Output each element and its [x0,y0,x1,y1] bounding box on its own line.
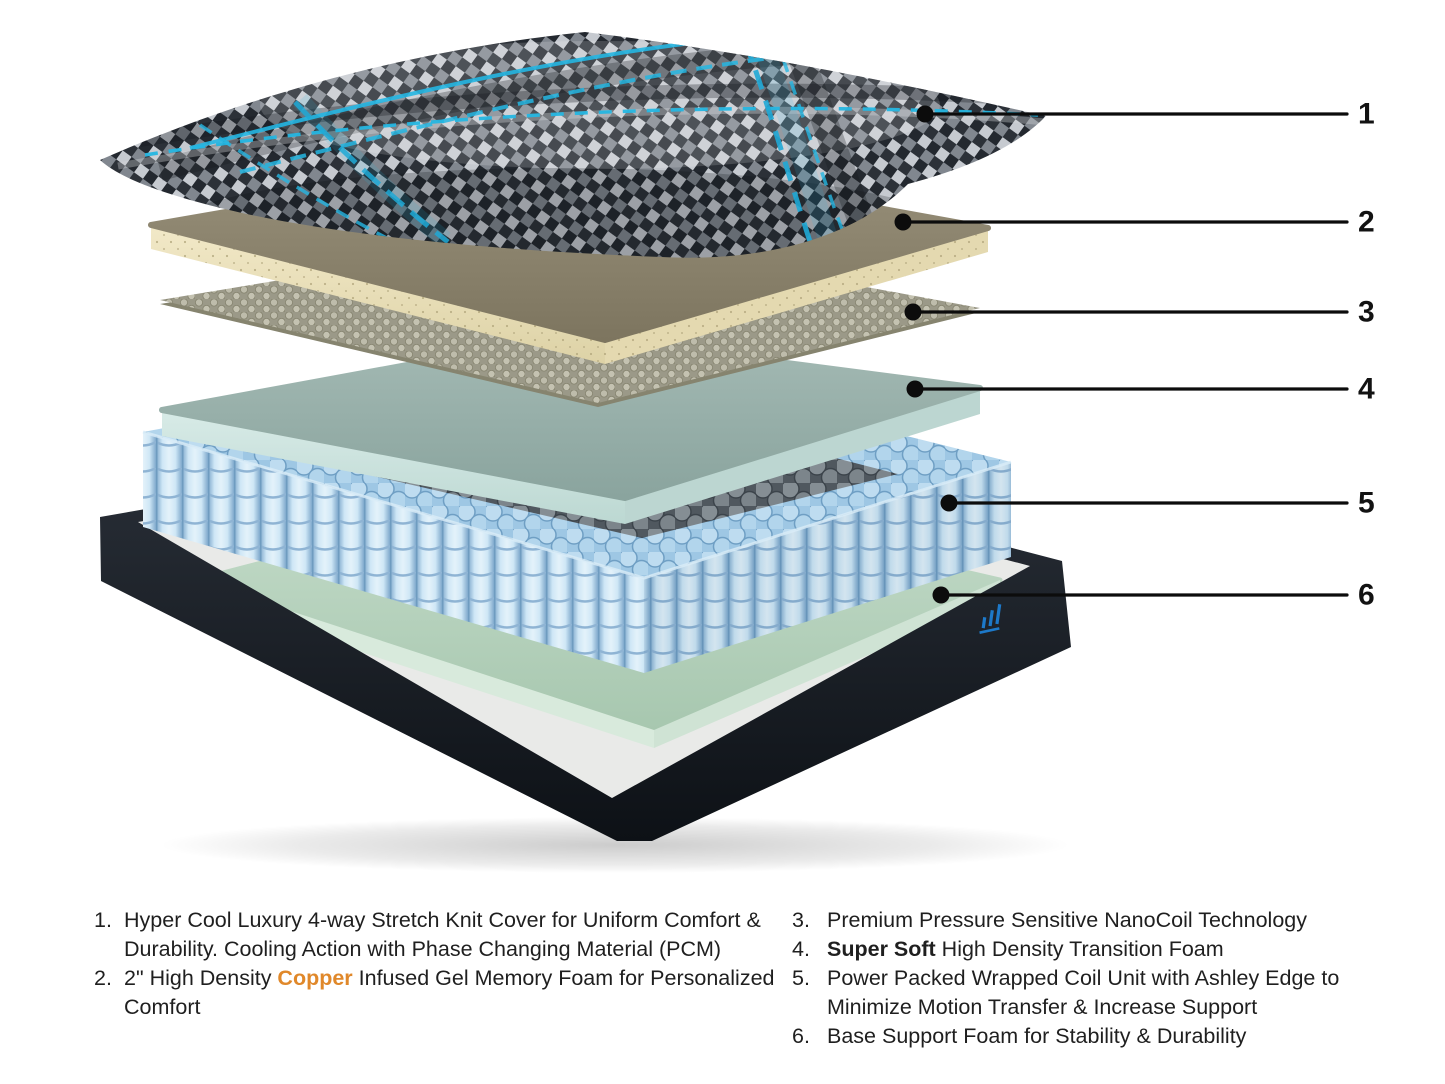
callout-5: 5 [940,487,1375,520]
legend-item-2: 2. 2" High Density Copper Infused Gel Me… [94,964,778,1022]
legend-item-1-number: 1. [94,908,112,932]
legend-item-6: 6. Base Support Foam for Stability & Dur… [792,1022,1364,1051]
legend-item-4-text: Super Soft High Density Transition Foam [827,937,1224,961]
legend-column-right: 3. Premium Pressure Sensitive NanoCoil T… [792,906,1364,1051]
legend-item-4: 4. Super Soft High Density Transition Fo… [792,935,1364,964]
legend-item-5-number: 5. [792,966,810,990]
legend-column-left: 1. Hyper Cool Luxury 4-way Stretch Knit … [94,906,778,1022]
transition-foam-layer [159,332,983,524]
legend-item-5: 5. Power Packed Wrapped Coil Unit with A… [792,964,1364,1022]
knit-cover-accents [117,34,1046,258]
callout-label-5: 5 [1358,487,1375,520]
transition-foam-edge-right [625,388,980,524]
coil-right-shading [644,462,1011,673]
callout-4: 4 [906,373,1375,406]
coil-front-left-face [143,432,644,673]
legend-item-5-text: Power Packed Wrapped Coil Unit with Ashl… [827,966,1340,1019]
legend-item-3: 3. Premium Pressure Sensitive NanoCoil T… [792,906,1364,935]
base-foam-edge-left [196,580,654,748]
knit-cover-fabric [100,32,1046,258]
knit-cover-layer [100,32,1046,258]
callout-label-6: 6 [1358,579,1375,612]
callout-label-3: 3 [1358,296,1375,329]
legend-item-6-number: 6. [792,1024,810,1048]
legend-item-6-text: Base Support Foam for Stability & Durabi… [827,1024,1247,1048]
coil-front-right-face [644,462,1011,673]
coil-top-edge-highlight [142,430,1012,580]
super-soft-highlight: Super Soft [827,937,936,961]
callouts: 1 2 3 4 5 6 [894,98,1375,612]
callout-label-4: 4 [1358,373,1375,406]
callout-2: 2 [894,206,1375,239]
legend-item-3-number: 3. [792,908,810,932]
callout-label-2: 2 [1358,206,1375,239]
memory-foam-speckles [151,225,988,364]
callout-1: 1 [916,98,1375,131]
legend-item-1: 1. Hyper Cool Luxury 4-way Stretch Knit … [94,906,778,964]
base-shell-black [100,434,1071,841]
legend-item-3-text: Premium Pressure Sensitive NanoCoil Tech… [827,908,1307,932]
callout-3: 3 [904,296,1375,329]
legend-item-1-text: Hyper Cool Luxury 4-way Stretch Knit Cov… [124,908,761,961]
legend-item-4-number: 4. [792,937,810,961]
callout-label-1: 1 [1358,98,1375,131]
base-foam-edge-right [654,580,1000,748]
copper-highlight: Copper [277,966,353,990]
legend-item-2-text: 2" High Density Copper Infused Gel Memor… [124,966,775,1019]
callout-6: 6 [932,579,1375,612]
transition-foam-edge-left [162,410,625,524]
base-shadow [160,817,1070,873]
legend-item-2-number: 2. [94,966,112,990]
brand-logo-icon [979,603,1002,634]
